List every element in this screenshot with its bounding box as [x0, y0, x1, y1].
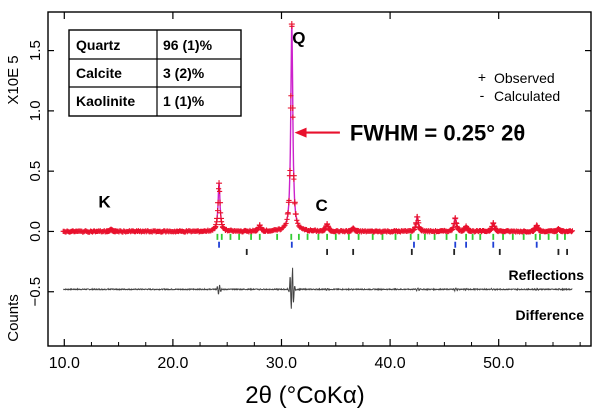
difference-curve	[63, 267, 573, 309]
observed-point	[287, 167, 293, 174]
fwhm-annotation: FWHM = 0.25° 2θ	[294, 121, 525, 146]
observed-point	[290, 114, 296, 120]
x-tick-label-1: 20.0	[157, 355, 188, 372]
peak-annotations: Q K C	[98, 28, 327, 215]
y-axis-ticks: 1.5 1.0 0.5 0.0 −0.5	[27, 40, 591, 307]
observed-peak-point-3	[288, 21, 295, 28]
observed-point	[569, 228, 576, 234]
observed-peak-point-6	[414, 213, 421, 220]
reflection-markers	[216, 233, 569, 255]
observed-peak-point-9	[491, 223, 498, 230]
y-axis-label-upper: X10E 5	[5, 55, 22, 104]
observed-peak-point-1	[216, 180, 223, 187]
x-axis-label: 2θ (°CoKα)	[245, 382, 365, 409]
phase-table-border	[68, 29, 242, 117]
y-tick-label-3: 0.0	[27, 221, 44, 242]
observed-peak-point-6	[415, 219, 422, 226]
observed-peak-point-1	[217, 199, 224, 206]
phase-row-quartz-value: 96 (1)%	[163, 37, 213, 53]
observed-peak-point-7	[452, 215, 459, 222]
observed-peak-point-1	[219, 224, 226, 231]
fwhm-arrow-head	[294, 127, 307, 138]
x-axis-ticks: 10.0 20.0 30.0 40.0 50.0	[49, 12, 581, 372]
observed-peak-point-8	[467, 227, 474, 234]
observed-peak-point-2	[261, 227, 268, 234]
observed-point	[284, 216, 290, 222]
observed-peak-point-6	[417, 226, 424, 233]
observed-peak-point-7	[455, 226, 462, 233]
peak-label-k: K	[98, 192, 111, 211]
legend-calculated-marker: -	[480, 87, 485, 103]
legend-calculated-label: Calculated	[494, 88, 560, 104]
observed-peak-point-1	[213, 221, 220, 228]
observed-point	[288, 93, 294, 99]
observed-point	[217, 210, 224, 216]
observed-point	[283, 220, 289, 227]
observed-point	[216, 188, 223, 195]
phase-row-kaolinite-value: 1 (1)%	[163, 93, 205, 109]
observed-peak-point-3	[290, 172, 297, 179]
plot-frame	[47, 11, 592, 347]
observed-point	[215, 208, 221, 214]
observed-peak-point-6	[418, 227, 425, 234]
y-tick-label-4: −0.5	[27, 277, 44, 307]
difference-line	[63, 267, 573, 309]
observed-peak-point-0	[112, 228, 119, 235]
phase-row-calcite-value: 3 (2)%	[163, 65, 205, 81]
reflections-label: Reflections	[509, 267, 585, 283]
difference-label: Difference	[516, 307, 585, 323]
observed-peak-point-7	[453, 220, 460, 227]
observed-peak-point-9	[490, 219, 497, 226]
observed-peak-point-3	[284, 210, 291, 217]
x-tick-label-4: 50.0	[483, 355, 514, 372]
observed-points	[60, 21, 576, 235]
phase-table: Quartz 96 (1)% Calcite 3 (2)% Kaolinite …	[68, 29, 242, 117]
peak-label-q: Q	[292, 28, 305, 47]
observed-peak-point-9	[487, 227, 494, 234]
legend-observed-marker: +	[478, 69, 486, 85]
observed-peak-point-1	[218, 215, 225, 222]
observed-point	[295, 220, 301, 226]
observed-peak-point-11	[559, 228, 566, 235]
observed-point	[294, 217, 300, 223]
observed-peak-point-1	[219, 221, 226, 228]
observed-peak-point-10	[538, 227, 545, 234]
x-tick-label-0: 10.0	[49, 355, 80, 372]
observed-peak-point-1	[212, 224, 219, 231]
observed-point	[281, 223, 287, 229]
phase-row-calcite-name: Calcite	[76, 65, 122, 81]
y-axis-label-lower: Counts	[5, 294, 22, 342]
fwhm-text: FWHM = 0.25° 2θ	[350, 121, 525, 146]
y-tick-label-2: 0.5	[27, 161, 44, 182]
observed-peak-point-3	[292, 210, 299, 217]
x-tick-label-2: 30.0	[266, 355, 297, 372]
legend: + Observed - Calculated	[478, 69, 560, 104]
observed-peak-point-9	[494, 227, 501, 234]
phase-row-quartz-name: Quartz	[76, 37, 120, 53]
peak-label-c: C	[316, 196, 328, 215]
observed-peak-point-3	[285, 199, 292, 206]
legend-observed-label: Observed	[494, 70, 555, 86]
observed-peak-point-4	[328, 227, 335, 234]
observed-point	[568, 229, 575, 235]
observed-peak-point-3	[291, 199, 298, 206]
x-tick-label-3: 40.0	[375, 355, 406, 372]
observed-peak-point-4	[320, 227, 327, 234]
observed-peak-point-4	[324, 220, 331, 227]
observed-peak-point-3	[289, 105, 296, 112]
observed-point	[216, 186, 222, 192]
y-tick-label-1: 1.0	[27, 100, 44, 121]
phase-row-kaolinite-name: Kaolinite	[76, 93, 135, 109]
observed-peak-point-5	[354, 228, 361, 235]
y-tick-label-0: 1.5	[27, 40, 44, 61]
